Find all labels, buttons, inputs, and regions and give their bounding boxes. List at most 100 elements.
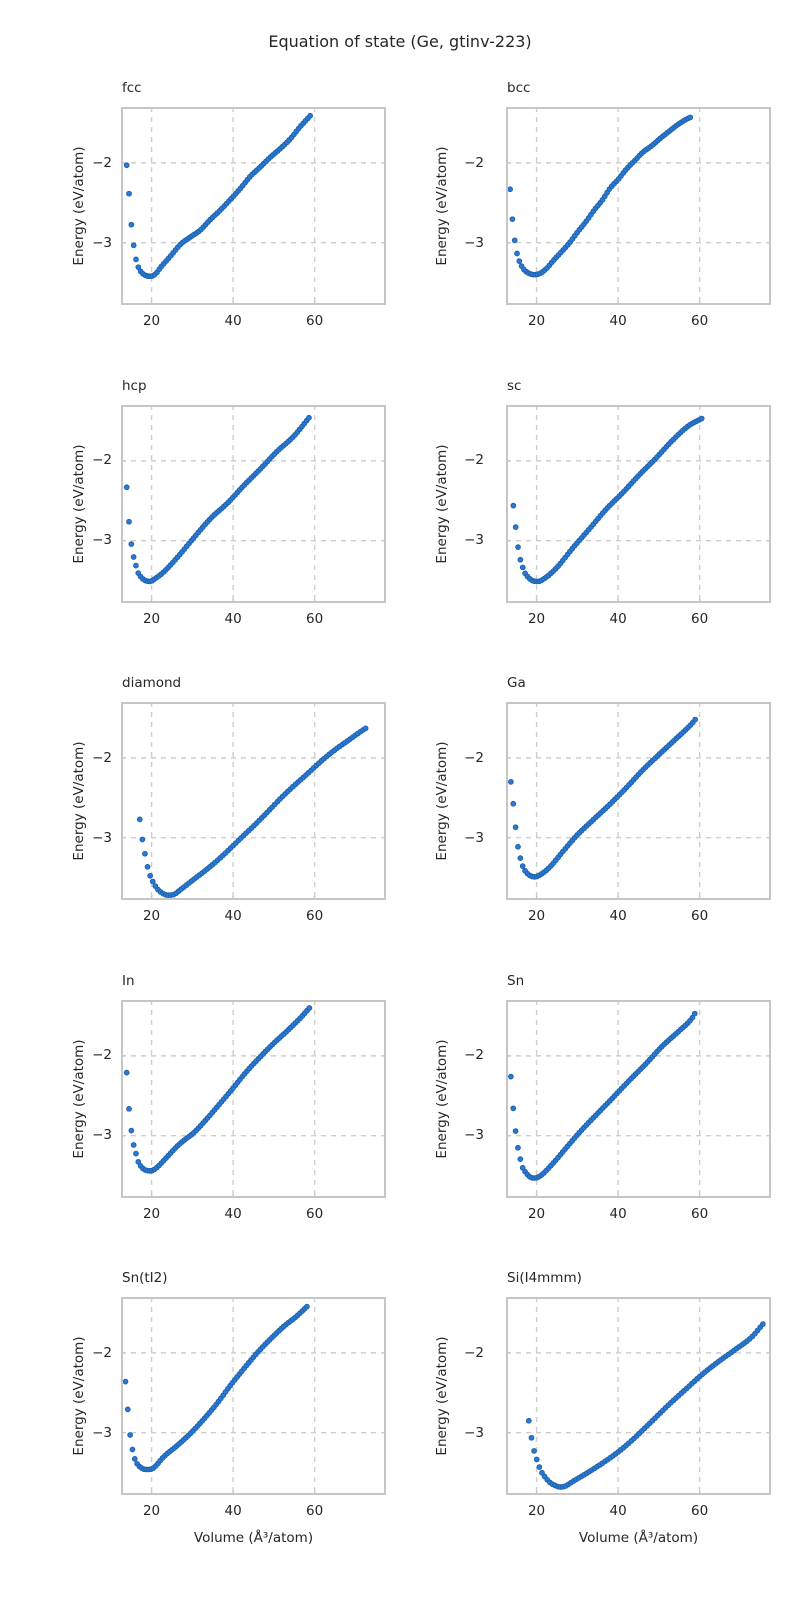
x-tick-label: 40 [224,908,242,924]
scatter-point [128,1127,135,1133]
y-axis-label: Energy (eV/atom) [434,443,450,564]
y-tick-label: −3 [464,532,484,549]
data-points [123,1004,313,1174]
scatter-point [517,855,524,862]
scatter-point [131,1456,138,1462]
y-tick-label: −3 [464,1424,484,1441]
subplot: fcc Energy (eV/atom) −2 −3 20 40 60 [0,77,800,337]
x-tick-label: 60 [691,313,709,329]
x-tick-label: 20 [527,1503,546,1519]
y-axis-label: Energy (eV/atom) [434,1336,450,1456]
data-points [123,112,314,280]
plot-area [506,702,771,900]
scatter-point [692,716,699,723]
scatter-point [512,1127,519,1134]
y-tick-label: −3 [92,532,112,549]
x-axis-label: Volume (Å³/atom) [193,1530,314,1546]
scatter-point [126,1105,132,1112]
axes-spines [506,107,771,305]
figure-title: Equation of state (Ge, gtinv-223) [268,32,532,51]
data-points [123,414,312,584]
scatter-point [515,543,521,550]
data-points [508,1010,698,1181]
scatter-point [507,186,513,193]
x-tick-label: 40 [609,1205,627,1222]
scatter-point [533,1456,540,1463]
subplot: Sn Energy (eV/atom) −2 −3 20 40 60 [0,970,800,1230]
scatter-point [517,1155,524,1162]
scatter-point [531,1448,537,1454]
scatter-point [510,800,517,807]
scatter-point [306,414,312,421]
scatter-point [122,1378,129,1385]
scatter-point [130,242,137,249]
subplot-title: diamond [122,675,182,691]
scatter-point [539,1469,545,1476]
scatter-point [142,850,148,857]
y-tick-label: −2 [464,154,484,171]
subplot: In Energy (eV/atom) −2 −3 20 40 60 [0,970,800,1230]
y-tick-label: −2 [92,1047,112,1064]
x-tick-label: 20 [527,1205,546,1222]
x-tick-label: 60 [306,908,324,924]
scatter-point [306,1004,313,1011]
data-points [136,725,369,899]
scatter-point [133,1150,139,1156]
scatter-point [135,264,142,271]
axes-spines [506,404,771,603]
x-tick-label: 60 [306,1205,324,1222]
x-tick-label: 20 [527,908,546,924]
y-tick-label: −3 [464,829,484,846]
scatter-point [126,518,132,525]
data-points [525,1321,766,1490]
x-tick-label: 60 [691,1205,709,1222]
x-tick-label: 40 [224,313,242,329]
scatter-point [517,556,524,563]
y-tick-label: −2 [92,154,112,171]
x-tick-label: 60 [691,610,709,627]
scatter-point [147,872,153,879]
subplot: diamond Energy (eV/atom) −2 −3 20 40 60 [0,672,800,932]
subplot: sc Energy (eV/atom) −2 −3 20 40 60 [0,375,800,635]
scatter-point [512,824,519,831]
scatter-point [123,483,130,490]
y-tick-label: −2 [464,452,484,469]
plot-area [121,999,386,1198]
y-tick-label: −3 [92,829,112,846]
x-tick-label: 40 [224,1503,242,1519]
y-tick-label: −3 [92,1424,112,1441]
x-tick-label: 20 [142,908,161,924]
scatter-point [139,836,146,843]
scatter-point [133,562,139,569]
scatter-point [362,725,369,732]
data-points [507,114,694,278]
x-tick-label: 60 [691,908,709,924]
scatter-point [525,1417,532,1424]
x-tick-label: 20 [142,1205,161,1222]
scatter-point [129,1446,136,1453]
y-tick-label: −3 [92,234,112,251]
scatter-point [691,1010,698,1016]
scatter-point [515,843,521,850]
axes-spines [121,404,386,603]
plot-area [506,1297,771,1495]
scatter-point [307,112,314,119]
x-tick-label: 40 [609,313,627,329]
y-tick-label: −2 [92,452,112,469]
y-tick-label: −2 [92,749,112,766]
y-tick-label: −3 [464,234,484,251]
subplot-title: In [122,972,135,989]
scatter-point [128,221,135,228]
x-tick-label: 40 [609,610,627,627]
x-tick-label: 40 [609,1503,627,1519]
subplot-title: fcc [122,80,142,96]
x-tick-label: 60 [691,1503,709,1519]
subplot-title: Sn [507,972,525,989]
scatter-point [130,553,137,560]
x-tick-label: 60 [306,313,324,329]
scatter-point [689,1014,696,1021]
plot-area [121,107,386,305]
axes-spines [506,702,771,900]
scatter-point [510,1104,517,1111]
